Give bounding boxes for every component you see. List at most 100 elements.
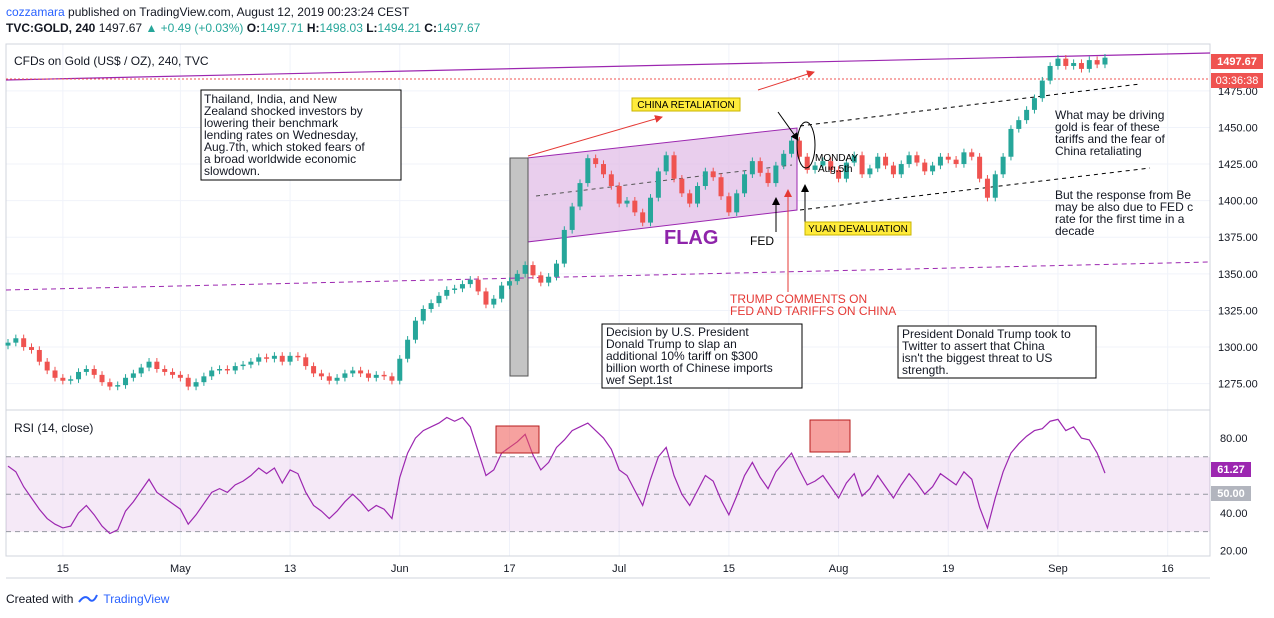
candle (977, 156, 983, 179)
author-link[interactable]: cozzamara (6, 5, 65, 19)
candle (593, 158, 599, 165)
candle (405, 339, 411, 359)
breakout-box (509, 157, 529, 377)
candle (930, 165, 936, 172)
candle (702, 171, 708, 187)
rsi-line (7, 416, 1106, 535)
rsi-highlight-2 (809, 419, 851, 453)
candle (397, 358, 403, 381)
candle (146, 361, 152, 368)
note-line: rate for the first time in a (1055, 212, 1185, 226)
candle (295, 355, 301, 358)
candle (843, 162, 849, 179)
candle (318, 373, 324, 377)
candle (60, 377, 66, 381)
china-retaliation-tag (631, 97, 741, 112)
candle (1102, 57, 1108, 65)
candle (107, 382, 113, 387)
footer: Created with TradingView (6, 592, 169, 606)
candle (514, 273, 520, 282)
candle (1031, 98, 1037, 110)
rsi-layer (7, 416, 1106, 535)
upper-trendline (5, 52, 1211, 81)
candle (452, 288, 458, 290)
candle (883, 156, 889, 166)
candle (585, 158, 591, 184)
rsi-tick-label: 40.00 (1220, 508, 1248, 520)
candle (326, 376, 332, 381)
candle (601, 164, 606, 175)
note-line: Donald Trump to slap an (606, 337, 737, 351)
candle (765, 172, 771, 184)
candle (1071, 63, 1077, 66)
time-axis: 15 May 13 Jun 17 Jul 15 Aug 19 Sep 16 (57, 563, 1174, 575)
note-line: Decision by U.S. President (606, 325, 749, 339)
candle (953, 159, 959, 165)
rsi-title: RSI (14, close) (14, 421, 93, 435)
candle (36, 349, 42, 362)
candle (616, 186, 622, 204)
candle (342, 373, 348, 378)
candle (21, 338, 27, 348)
candle (209, 370, 215, 377)
price-tick-label: 1350.00 (1218, 269, 1258, 281)
candle (1055, 58, 1061, 66)
candle (781, 153, 787, 166)
price-tick-label: 1275.00 (1218, 379, 1258, 391)
candle (875, 156, 881, 169)
candle (671, 155, 677, 179)
thailand-note-box (200, 89, 402, 181)
candle (334, 377, 340, 381)
last-price: 1497.67 (98, 21, 143, 35)
candle (29, 347, 35, 350)
note-line: President Donald Trump took to (902, 327, 1071, 341)
candle (695, 186, 701, 204)
note-line: Twitter to assert that China (902, 339, 1045, 353)
candle (789, 140, 795, 154)
candle (240, 364, 246, 367)
projection-line-upper (799, 83, 1141, 127)
candle (264, 357, 270, 359)
candle (420, 308, 426, 321)
rsi-pane-border (5, 409, 1211, 557)
candle (773, 165, 779, 184)
candle (742, 174, 748, 194)
arrow-thailand (777, 111, 799, 141)
gold-chart[interactable]: 1275.001300.001325.001350.001375.001400.… (0, 40, 1274, 582)
candle (1039, 80, 1045, 99)
candle (655, 171, 661, 198)
candle (906, 155, 912, 165)
candle (812, 165, 818, 170)
flag-label: FLAG (664, 227, 718, 249)
candle (1086, 60, 1092, 69)
note-line: may be also due to FED c (1055, 200, 1193, 214)
tradingview-link[interactable]: TradingView (103, 592, 170, 606)
time-tick-label: 17 (503, 563, 515, 575)
time-tick-label: 19 (942, 563, 954, 575)
note-line: strength. (902, 363, 949, 377)
trump-comments-line2: FED AND TARIFFS ON CHINA (730, 304, 896, 318)
monday-ellipse (796, 121, 816, 169)
monday-label: MONDAY (815, 153, 858, 164)
candle (1047, 65, 1053, 81)
candle (1063, 58, 1069, 66)
lower-trendline (5, 261, 1211, 291)
candle (491, 298, 497, 305)
time-tick-label: Aug (829, 563, 849, 575)
low-value: 1494.21 (377, 21, 421, 35)
rsi-axis: 20.00 40.00 80.00 (1220, 433, 1248, 557)
candle (734, 193, 740, 213)
fed-label: FED (750, 234, 774, 248)
publish-info: published on TradingView.com, August 12,… (68, 5, 410, 19)
rsi-tick-label: 80.00 (1220, 433, 1248, 445)
candle (506, 281, 512, 286)
candle (76, 371, 82, 380)
candle (389, 376, 395, 381)
candle (193, 382, 199, 387)
candle (796, 140, 802, 157)
rsi-highlight-1 (495, 425, 540, 454)
flag-channel (526, 127, 798, 243)
note-line: slowdown. (204, 164, 260, 178)
change-text: +0.49 (+0.03%) (160, 21, 244, 35)
